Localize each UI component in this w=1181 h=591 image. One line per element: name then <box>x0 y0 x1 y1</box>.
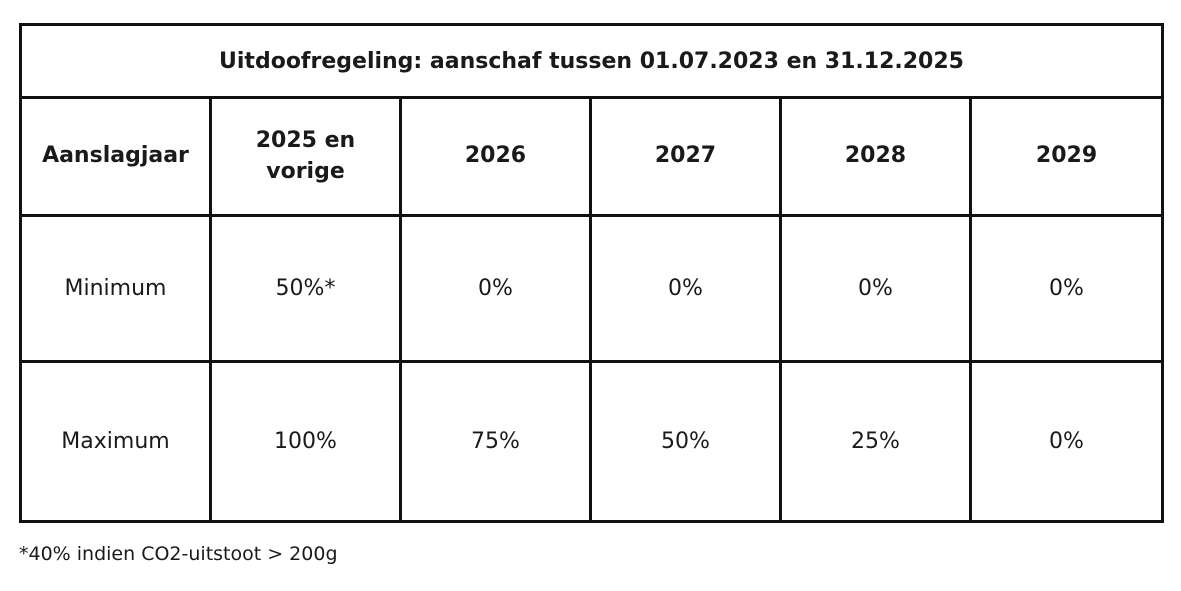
table-cell: 50%* <box>209 214 402 363</box>
table-cell: 25% <box>779 360 972 523</box>
table-row-maximum: Maximum 100% 75% 50% 25% 0% <box>19 360 1165 523</box>
header-cell-2029: 2029 <box>968 96 1165 217</box>
row-label-maximum: Maximum <box>19 360 212 523</box>
header-cell-2025-en-vorige-label: 2025 en vorige <box>255 127 356 184</box>
table-title: Uitdoofregeling: aanschaf tussen 01.07.2… <box>18 23 1165 99</box>
table-cell: 100% <box>209 360 402 523</box>
header-cell-2026: 2026 <box>399 96 592 217</box>
table-cell: 0% <box>399 214 592 363</box>
table-container: Uitdoofregeling: aanschaf tussen 01.07.2… <box>18 23 1165 523</box>
table-cell: 0% <box>968 360 1165 523</box>
header-cell-2025-en-vorige: 2025 en vorige <box>209 96 402 217</box>
table-cell: 0% <box>589 214 782 363</box>
row-label-minimum: Minimum <box>19 214 212 363</box>
header-cell-2027: 2027 <box>589 96 782 217</box>
header-cell-2028: 2028 <box>779 96 972 217</box>
table-title-row: Uitdoofregeling: aanschaf tussen 01.07.2… <box>18 23 1165 99</box>
phase-out-table: Uitdoofregeling: aanschaf tussen 01.07.2… <box>18 23 1165 523</box>
footnote: *40% indien CO2-uitstoot > 200g <box>19 543 338 565</box>
table-cell: 50% <box>589 360 782 523</box>
header-row: Aanslagjaar 2025 en vorige 2026 2027 202… <box>19 96 1165 217</box>
table-cell: 0% <box>779 214 972 363</box>
table-cell: 0% <box>968 214 1165 363</box>
table-cell: 75% <box>399 360 592 523</box>
table-row-minimum: Minimum 50%* 0% 0% 0% 0% <box>19 214 1165 363</box>
header-cell-aanslagjaar: Aanslagjaar <box>19 96 212 217</box>
